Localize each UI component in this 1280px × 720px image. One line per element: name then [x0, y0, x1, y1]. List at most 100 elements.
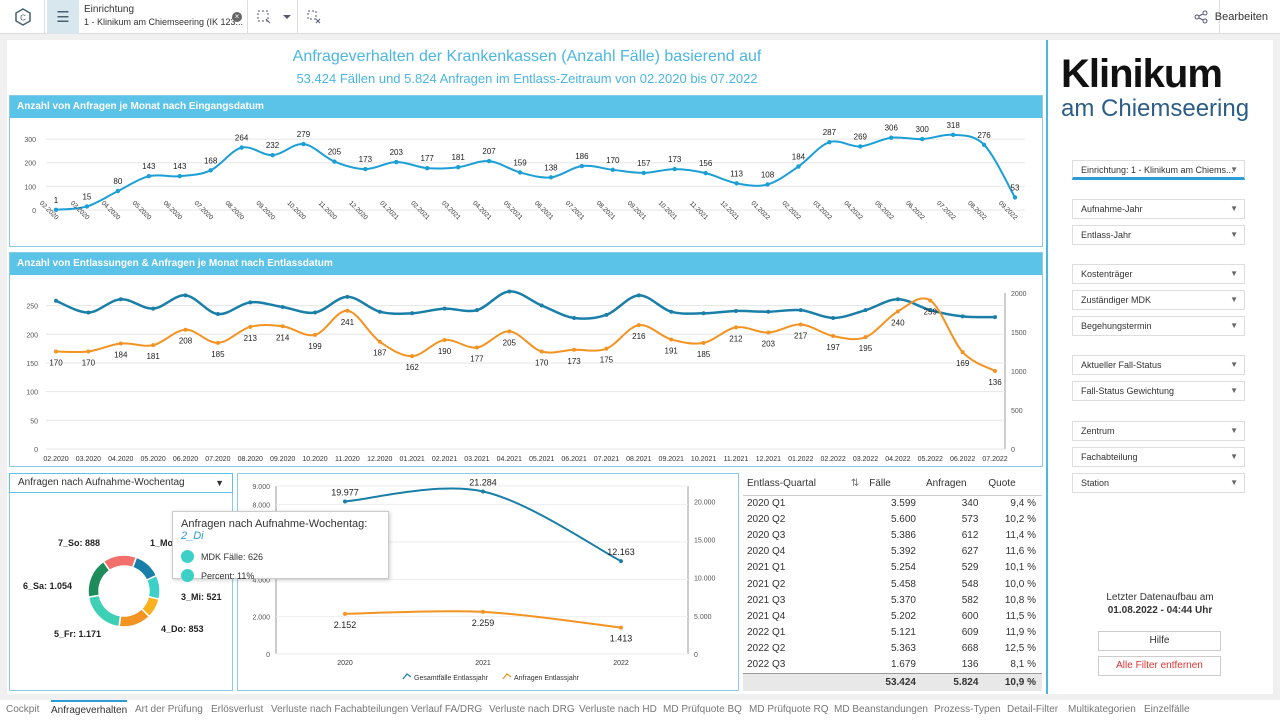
tab-4[interactable]: Verluste nach Fachabteilungen [271, 704, 409, 715]
x-tick-label: 01.2021 [400, 456, 425, 463]
share-icon[interactable] [1193, 9, 1209, 25]
filter-dropdown[interactable]: Aktueller Fall-Status ▼ [1072, 355, 1245, 375]
tab-11[interactable]: Prozess-Typen [934, 704, 1001, 715]
filter-dropdown[interactable]: Einrichtung: 1 - Klinikum am Chiems... ▼ [1072, 160, 1245, 180]
selection-summary[interactable]: Einrichtung 1 - Klinikum am Chiemseering… [84, 4, 244, 27]
tab-9[interactable]: MD Prüfquote RQ [749, 704, 829, 715]
tab-12[interactable]: Detail-Filter [1007, 704, 1059, 715]
table-cell: 2021 Q3 [747, 594, 786, 606]
clear-selection-icon[interactable]: × [232, 12, 242, 22]
clear-selections-icon[interactable] [306, 9, 322, 25]
y-tick-label: 100 [24, 184, 36, 191]
legend-dot-icon [181, 569, 194, 582]
x-tick-label: 01.2021 [378, 200, 400, 222]
table-row[interactable]: 2022 Q3 1.679 136 8,1 % [743, 657, 1042, 673]
data-point [928, 308, 933, 313]
table-cell: 1.679 [890, 659, 916, 671]
filter-dropdown[interactable]: Entlass-Jahr ▼ [1072, 225, 1245, 245]
y-tick-label: 2.000 [252, 615, 270, 622]
table-row[interactable]: 2020 Q2 5.600 573 10,2 % [743, 511, 1042, 527]
data-label: 19.977 [331, 487, 359, 497]
data-point [766, 330, 771, 335]
y-tick-label: 100 [26, 390, 38, 397]
slice-label: 7_So: 888 [58, 538, 100, 548]
line-chart-requests[interactable]: 0100200300102.20201503.20208004.20201430… [10, 118, 1042, 246]
selection-tool-icon[interactable] [256, 9, 272, 25]
data-label: 213 [244, 334, 258, 343]
column-header-requests[interactable]: Anfragen [922, 473, 985, 496]
sort-icon[interactable]: ⇅ [850, 478, 860, 490]
x-tick-label: 2022 [613, 660, 629, 667]
edit-button[interactable]: Bearbeiten [1214, 11, 1268, 23]
chevron-down-icon[interactable] [282, 9, 292, 25]
data-label: 80 [113, 177, 122, 186]
filter-dropdown[interactable]: Station ▼ [1072, 473, 1245, 493]
table-row[interactable]: 2021 Q1 5.254 529 10,1 % [743, 560, 1042, 576]
filter-label: Aktueller Fall-Status [1081, 360, 1162, 370]
column-header-cases[interactable]: Fälle [865, 473, 922, 496]
table-row[interactable]: 2020 Q4 5.392 627 11,6 % [743, 544, 1042, 560]
tab-5[interactable]: Verlauf FA/DRG [411, 704, 483, 715]
tab-10[interactable]: MD Beanstandungen [834, 704, 928, 715]
table-cell: 5.458 [890, 578, 916, 590]
table-row[interactable]: 2021 Q3 5.370 582 10,8 % [743, 592, 1042, 608]
column-header-quarter[interactable]: Entlass-Quartal ⇅ [743, 473, 866, 496]
series-line-requests [55, 297, 996, 372]
tab-13[interactable]: Multikategorien [1068, 704, 1136, 715]
y2-tick-label: 0 [1011, 447, 1015, 454]
tab-1[interactable]: Anfrageverhalten [51, 700, 128, 716]
chevron-down-icon: ▼ [1230, 204, 1238, 213]
tab-7[interactable]: Verluste nach HD [579, 704, 657, 715]
filter-dropdown[interactable]: Kostenträger ▼ [1072, 264, 1245, 284]
table-total-cell: 5.824 [922, 672, 985, 692]
brand-logo-subtitle: am Chiemseering [1061, 95, 1250, 122]
data-label: 203 [762, 340, 776, 349]
data-point [928, 298, 933, 303]
data-label: 138 [544, 163, 558, 172]
menu-icon[interactable]: ☰ [47, 0, 79, 34]
table-row[interactable]: 2020 Q1 3.599 340 9,4 % [743, 495, 1042, 511]
column-header-quote[interactable]: Quote [984, 473, 1042, 496]
x-tick-label: 06.2020 [162, 200, 184, 222]
chart-selector-dropdown[interactable]: Anfragen nach Aufnahme-Wochentag ▼ [9, 473, 233, 493]
table-cell: 600 [961, 610, 979, 622]
tooltip-row: MDK Fälle: 626 [181, 550, 380, 563]
chevron-down-icon: ▼ [1230, 360, 1238, 369]
filter-label: Station [1081, 478, 1110, 488]
y2-tick-label: 1000 [1011, 369, 1027, 376]
data-point [539, 303, 544, 308]
table-cell: 5.600 [890, 513, 916, 525]
x-tick-label: 05.2020 [131, 200, 153, 222]
donut-chart-weekday[interactable]: 1_Mo: ? 3_Mi: 521 4_Do: 853 5_Fr: 1.171 6_Sa… [10, 494, 232, 690]
table-row[interactable]: 2022 Q1 5.121 609 11,9 % [743, 625, 1042, 641]
app-logo-icon[interactable]: C [14, 8, 32, 26]
filter-dropdown[interactable]: Fall-Status Gewichtung ▼ [1072, 381, 1245, 401]
line-chart-years[interactable]: 02.0004.0006.0008.0009.00005.00010.00015… [238, 474, 738, 690]
tab-8[interactable]: MD Prüfquote BQ [663, 704, 742, 715]
table-row[interactable]: 2021 Q2 5.458 548 10,0 % [743, 576, 1042, 592]
help-button[interactable]: Hilfe [1098, 631, 1221, 651]
data-point [766, 309, 771, 314]
clear-filters-button[interactable]: Alle Filter entfernen [1098, 656, 1221, 676]
filter-dropdown[interactable]: Fachabteilung ▼ [1072, 447, 1245, 467]
filter-dropdown[interactable]: Zentrum ▼ [1072, 421, 1245, 441]
table-row[interactable]: 2020 Q3 5.386 612 11,4 % [743, 527, 1042, 543]
tab-14[interactable]: Einzelfälle [1144, 704, 1190, 715]
tab-2[interactable]: Art der Prüfung [135, 704, 203, 715]
table-row[interactable]: 2021 Q4 5.202 600 11,5 % [743, 608, 1042, 624]
data-label: 232 [266, 141, 280, 150]
line-chart-discharges[interactable]: 0 50 100 150 200 250 0 500 1000 1500 2000 170 02.202… [10, 275, 1042, 466]
filter-dropdown[interactable]: Aufnahme-Jahr ▼ [1072, 199, 1245, 219]
table-row[interactable]: 2022 Q2 5.363 668 12,5 % [743, 641, 1042, 657]
legend-dot-icon [181, 550, 194, 563]
filter-dropdown[interactable]: Zuständiger MDK ▼ [1072, 290, 1245, 310]
filter-dropdown[interactable]: Begehungstermin ▼ [1072, 316, 1245, 336]
data-point [619, 559, 623, 564]
tab-3[interactable]: Erlösverlust [211, 704, 264, 715]
tab-0[interactable]: Cockpit [6, 704, 40, 715]
data-point [118, 341, 123, 346]
tab-6[interactable]: Verluste nach DRG [489, 704, 575, 715]
data-point [981, 142, 987, 147]
donut-panel: 1_Mo: ? 3_Mi: 521 4_Do: 853 5_Fr: 1.171 6_Sa… [9, 473, 233, 691]
x-tick-label: 07.2020 [205, 456, 230, 463]
